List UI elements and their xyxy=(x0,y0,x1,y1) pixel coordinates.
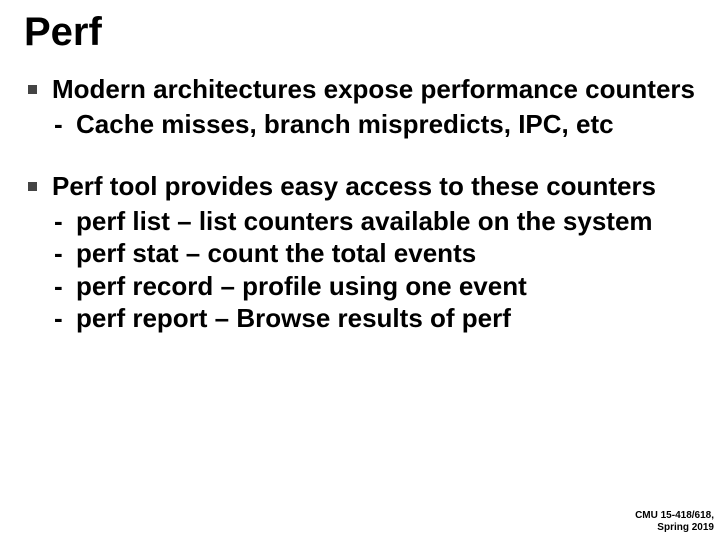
bullet-list: Modern architectures expose performance … xyxy=(24,73,696,335)
sub-text: perf report – Browse results of perf xyxy=(76,303,511,333)
sub-list: Cache misses, branch mispredicts, IPC, e… xyxy=(52,108,696,141)
sub-item: Cache misses, branch mispredicts, IPC, e… xyxy=(52,108,696,141)
sub-text: perf stat – count the total events xyxy=(76,238,476,268)
footer-line-2: Spring 2019 xyxy=(635,522,714,534)
slide-footer: CMU 15-418/618, Spring 2019 xyxy=(635,510,714,534)
sub-item: perf report – Browse results of perf xyxy=(52,302,696,335)
bullet-item: Perf tool provides easy access to these … xyxy=(24,170,696,335)
sub-text: perf record – profile using one event xyxy=(76,271,527,301)
sub-item: perf stat – count the total events xyxy=(52,237,696,270)
bullet-text: Modern architectures expose performance … xyxy=(52,74,695,104)
sub-item: perf list – list counters available on t… xyxy=(52,205,696,238)
sub-text: Cache misses, branch mispredicts, IPC, e… xyxy=(76,109,614,139)
sub-list: perf list – list counters available on t… xyxy=(52,205,696,335)
sub-item: perf record – profile using one event xyxy=(52,270,696,303)
bullet-text: Perf tool provides easy access to these … xyxy=(52,171,656,201)
slide-title: Perf xyxy=(24,10,696,55)
bullet-item: Modern architectures expose performance … xyxy=(24,73,696,140)
slide-container: Perf Modern architectures expose perform… xyxy=(0,0,720,335)
sub-text: perf list – list counters available on t… xyxy=(76,206,653,236)
footer-line-1: CMU 15-418/618, xyxy=(635,510,714,522)
